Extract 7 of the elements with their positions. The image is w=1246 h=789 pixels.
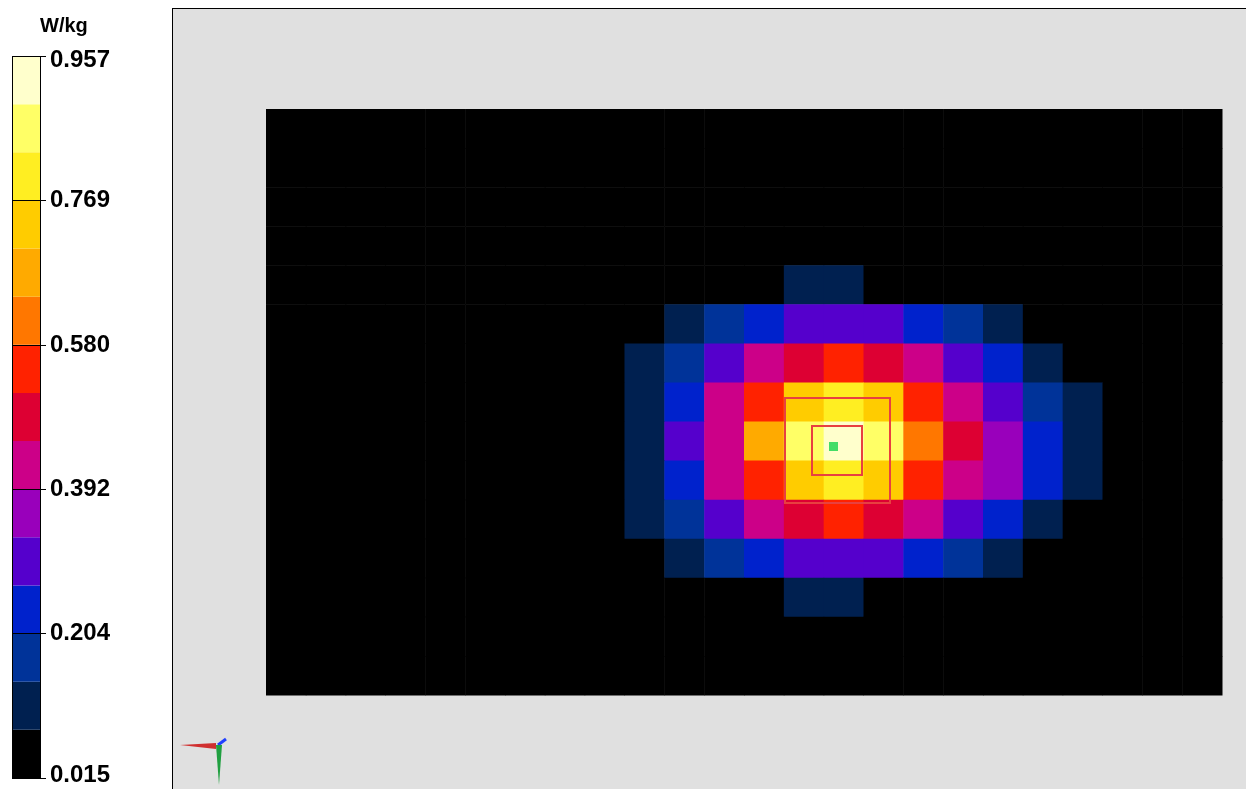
color-bar-label: 0.957 — [50, 44, 111, 72]
color-bar-label: 0.580 — [50, 330, 111, 358]
color-bar-label: 0.204 — [50, 618, 111, 646]
color-bar-label: 0.769 — [50, 185, 111, 213]
color-bar-label: 0.015 — [50, 759, 111, 787]
color-bar-label: 0.392 — [50, 474, 111, 502]
color-bar-title: W/kg — [40, 13, 88, 36]
